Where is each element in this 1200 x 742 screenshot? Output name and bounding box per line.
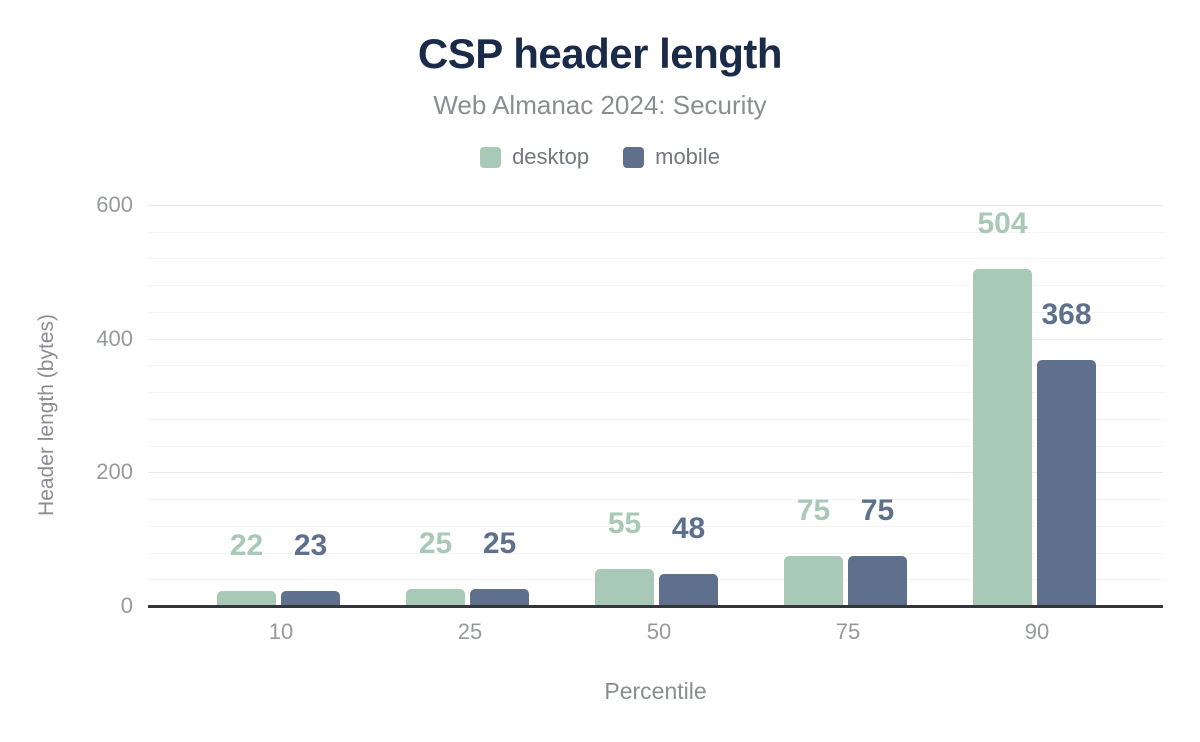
x-axis-line [148,605,1163,608]
bar-value-mobile-p50: 48 [671,511,706,545]
minor-gridline-480 [148,285,1163,287]
legend-item-desktop: desktop [480,144,589,170]
bar-value-mobile-p75: 75 [860,493,895,527]
minor-gridline-280 [148,418,1163,420]
bar-value-mobile-p90: 368 [1041,298,1092,332]
bar-mobile-p90 [1037,360,1096,606]
minor-gridline-320 [148,392,1163,394]
bar-desktop-p75 [784,555,843,606]
minor-gridline-80 [148,552,1163,554]
x-tick-label-90: 90 [1024,619,1050,644]
minor-gridline-360 [148,365,1163,367]
x-tick-label-10: 10 [268,619,294,644]
bar-desktop-p90 [973,269,1032,606]
x-tick-label-50: 50 [646,619,672,644]
minor-gridline-520 [148,258,1163,260]
y-tick-label-600: 600 [96,192,133,217]
minor-gridline-560 [148,231,1163,233]
bar-desktop-p10 [217,591,276,606]
legend-swatch-desktop [480,146,502,168]
legend-label-desktop: desktop [512,144,590,169]
bar-mobile-p75 [848,555,907,606]
major-gridline-200 [148,472,1163,474]
legend-swatch-mobile [623,146,645,168]
x-axis-title: Percentile [604,678,707,704]
chart-subtitle: Web Almanac 2024: Security [433,90,767,120]
minor-gridline-440 [148,311,1163,313]
bar-value-desktop-p75: 75 [796,493,831,527]
major-gridline-400 [148,338,1163,340]
y-tick-label-400: 400 [96,325,133,351]
bar-value-mobile-p25: 25 [482,527,517,561]
bar-value-mobile-p10: 23 [293,528,328,562]
x-tick-label-25: 25 [457,619,483,644]
bar-desktop-p25 [406,589,465,606]
minor-gridline-160 [148,499,1163,501]
bar-mobile-p10 [281,590,340,606]
bar-mobile-p25 [470,589,529,606]
bar-value-desktop-p25: 25 [418,527,453,561]
bar-desktop-p50 [595,569,654,606]
legend-item-mobile: mobile [623,144,720,170]
minor-gridline-40 [148,579,1163,581]
y-tick-label-200: 200 [96,459,133,485]
y-tick-label-0: 0 [120,593,133,618]
bar-value-desktop-p10: 22 [229,529,264,563]
x-tick-label-75: 75 [835,619,861,644]
legend-label-mobile: mobile [655,144,720,169]
bar-value-desktop-p50: 55 [607,507,642,541]
plot-area: 22 23 25 25 55 48 75 75 504 368 [148,205,1163,606]
minor-gridline-240 [148,445,1163,447]
major-gridline-600 [148,205,1163,206]
bar-mobile-p50 [659,573,718,606]
bar-value-desktop-p90: 504 [977,207,1028,241]
legend: desktop mobile [0,144,1200,170]
chart-title: CSP header length [417,30,783,77]
minor-gridline-120 [148,525,1163,527]
